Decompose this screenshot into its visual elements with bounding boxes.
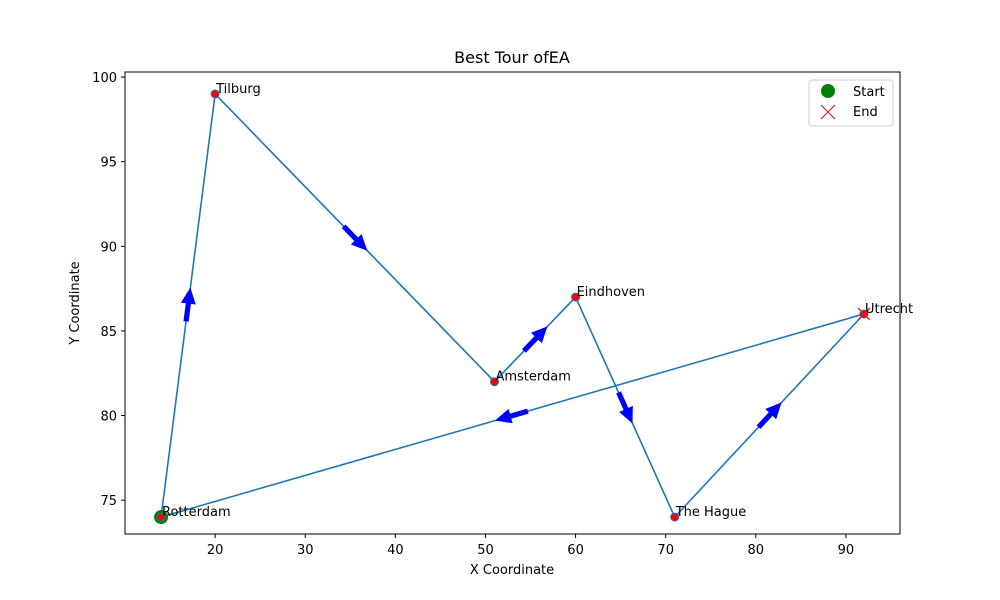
- x-tick-label-3: 40: [387, 543, 404, 558]
- direction-arrow-6: [495, 408, 529, 424]
- plot-area: Rotterdam Tilburg Amsterdam Eindhoven The Ha…: [154, 82, 913, 525]
- city-label-1: Rotterdam: [162, 505, 231, 520]
- x-tick-label-7: 80: [748, 543, 765, 558]
- legend-start-label: Start: [853, 85, 885, 100]
- plot-frame: [124, 71, 901, 535]
- x-axis-label: X Coordinate: [470, 563, 554, 578]
- direction-arrow-2: [341, 224, 368, 251]
- x-tick-label-8: 90: [838, 543, 855, 558]
- x-tick-label-6: 70: [657, 543, 674, 558]
- city-label-4: Eindhoven: [577, 285, 645, 300]
- x-tick-label-1: 20: [207, 543, 224, 558]
- y-tick-label-2: 80: [100, 410, 117, 425]
- legend-end-marker: [820, 104, 836, 120]
- direction-arrow-5: [756, 402, 782, 430]
- city-point-1: [156, 512, 166, 522]
- y-tick-label-1: 75: [100, 494, 117, 509]
- x-axis: 20 30 40 50 60 70 80 90: [207, 534, 854, 558]
- y-axis: 75 80 85 90 95 100: [92, 71, 125, 509]
- direction-arrow-3: [522, 326, 548, 353]
- y-axis-label: Y Coordinate: [68, 261, 83, 345]
- direction-arrow-1: [180, 287, 196, 322]
- legend-end-label: End: [853, 105, 878, 120]
- city-point-3: [489, 377, 499, 387]
- y-tick-label-6: 100: [92, 71, 117, 86]
- city-label-2: Tilburg: [215, 82, 261, 97]
- end-marker: [857, 307, 871, 321]
- legend: Start End: [808, 79, 894, 127]
- tour-path: [160, 92, 867, 519]
- city-point-4: [571, 292, 581, 302]
- x-tick-label-4: 50: [477, 543, 494, 558]
- city-point-2: [210, 89, 220, 99]
- direction-arrow-4: [616, 391, 633, 424]
- x-tick-label-5: 60: [567, 543, 584, 558]
- chart-title: Best Tour ofEA: [454, 48, 570, 67]
- x-tick-label-2: 30: [297, 543, 314, 558]
- city-point-5: [670, 512, 680, 522]
- y-tick-label-5: 95: [100, 156, 117, 171]
- legend-start-marker: [821, 84, 835, 98]
- y-tick-label-3: 85: [100, 325, 117, 340]
- city-label-3: Amsterdam: [495, 370, 570, 385]
- city-label-6: Utrecht: [865, 302, 913, 317]
- city-label-5: The Hague: [675, 505, 747, 520]
- y-tick-label-4: 90: [100, 240, 117, 255]
